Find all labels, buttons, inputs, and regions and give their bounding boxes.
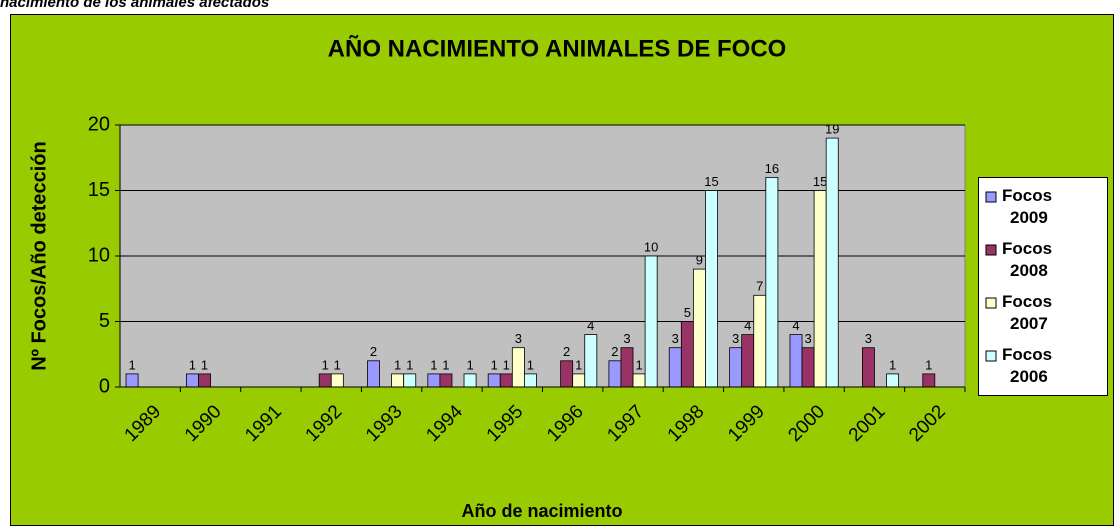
data-label: 1 <box>527 357 534 372</box>
bar <box>487 373 501 388</box>
legend-swatch <box>985 191 997 203</box>
data-label: 4 <box>587 318 594 333</box>
bar <box>330 373 344 388</box>
data-label: 15 <box>704 174 718 189</box>
data-label: 1 <box>575 357 582 372</box>
bar <box>789 334 803 388</box>
bar <box>367 360 380 388</box>
legend-swatch <box>985 350 997 362</box>
bar <box>318 373 332 388</box>
bar <box>439 373 453 388</box>
data-label: 10 <box>644 239 658 254</box>
bar <box>185 373 199 388</box>
bar <box>463 373 477 388</box>
data-label: 3 <box>623 331 630 346</box>
data-label: 3 <box>515 331 522 346</box>
data-label: 1 <box>635 357 642 372</box>
data-label: 1 <box>466 357 473 372</box>
bar <box>922 373 936 388</box>
data-label: 2 <box>370 344 377 359</box>
data-label: 1 <box>189 357 196 372</box>
data-label: 1 <box>491 357 498 372</box>
data-label: 7 <box>756 279 763 294</box>
legend-label: Focos 2009 <box>1002 186 1052 227</box>
data-label: 15 <box>813 174 827 189</box>
data-label: 1 <box>394 357 401 372</box>
bar <box>584 334 598 388</box>
bar <box>680 321 694 388</box>
data-label: 1 <box>503 357 510 372</box>
bar <box>499 373 513 388</box>
data-label: 4 <box>744 318 751 333</box>
data-label: 3 <box>865 331 872 346</box>
data-label: 1 <box>889 357 896 372</box>
legend-swatch <box>985 244 997 256</box>
y-tick-label: 0 <box>99 375 110 397</box>
y-axis-label: Nº Focos/Año detección <box>28 141 50 371</box>
data-label: 5 <box>684 305 691 320</box>
bar <box>632 373 646 388</box>
data-label: 1 <box>442 357 449 372</box>
y-tick-label: 5 <box>99 310 110 332</box>
heading: nacimiento de los animales afectados <box>0 0 269 11</box>
bar <box>523 373 537 388</box>
legend-label: Focos 2006 <box>1002 345 1052 386</box>
data-label: 1 <box>334 357 341 372</box>
data-label: 9 <box>696 253 703 268</box>
legend-label: Focos 2007 <box>1002 292 1052 333</box>
y-tick-label: 15 <box>88 179 110 201</box>
bar <box>765 176 779 388</box>
data-label: 1 <box>128 357 135 372</box>
chart-title: AÑO NACIMIENTO ANIMALES DE FOCO <box>328 34 787 62</box>
legend-swatch <box>985 297 997 309</box>
legend <box>978 177 1108 396</box>
x-axis-label: Año de nacimiento <box>461 501 622 521</box>
bar <box>825 137 839 388</box>
bar <box>560 360 574 388</box>
data-label: 1 <box>201 357 208 372</box>
bar <box>608 360 622 388</box>
data-label: 1 <box>322 357 329 372</box>
data-label: 2 <box>611 344 618 359</box>
bar <box>620 347 634 388</box>
bar <box>729 347 743 388</box>
data-label: 3 <box>804 331 811 346</box>
data-label: 2 <box>563 344 570 359</box>
bar <box>668 347 682 388</box>
data-label: 3 <box>672 331 679 346</box>
data-label: 16 <box>765 161 779 176</box>
legend-label: Focos 2008 <box>1002 239 1052 280</box>
bar <box>511 347 525 388</box>
data-label: 1 <box>406 357 413 372</box>
bar <box>644 255 658 388</box>
bar <box>572 373 586 388</box>
bar <box>427 373 441 388</box>
bar <box>801 347 815 388</box>
y-tick-label: 20 <box>88 113 110 135</box>
bar <box>403 373 417 388</box>
data-label: 3 <box>732 331 739 346</box>
y-tick-label: 10 <box>88 244 110 266</box>
bar <box>741 334 755 388</box>
bar <box>692 268 706 388</box>
bar <box>125 373 139 388</box>
bar <box>886 373 900 388</box>
bar <box>705 190 718 388</box>
bar <box>391 373 405 388</box>
data-label: 1 <box>430 357 437 372</box>
bar <box>753 294 767 388</box>
data-label: 4 <box>792 318 799 333</box>
data-label: 19 <box>825 122 839 137</box>
bar <box>198 373 211 388</box>
bar <box>861 347 875 388</box>
bar <box>813 190 827 388</box>
data-label: 1 <box>925 357 932 372</box>
